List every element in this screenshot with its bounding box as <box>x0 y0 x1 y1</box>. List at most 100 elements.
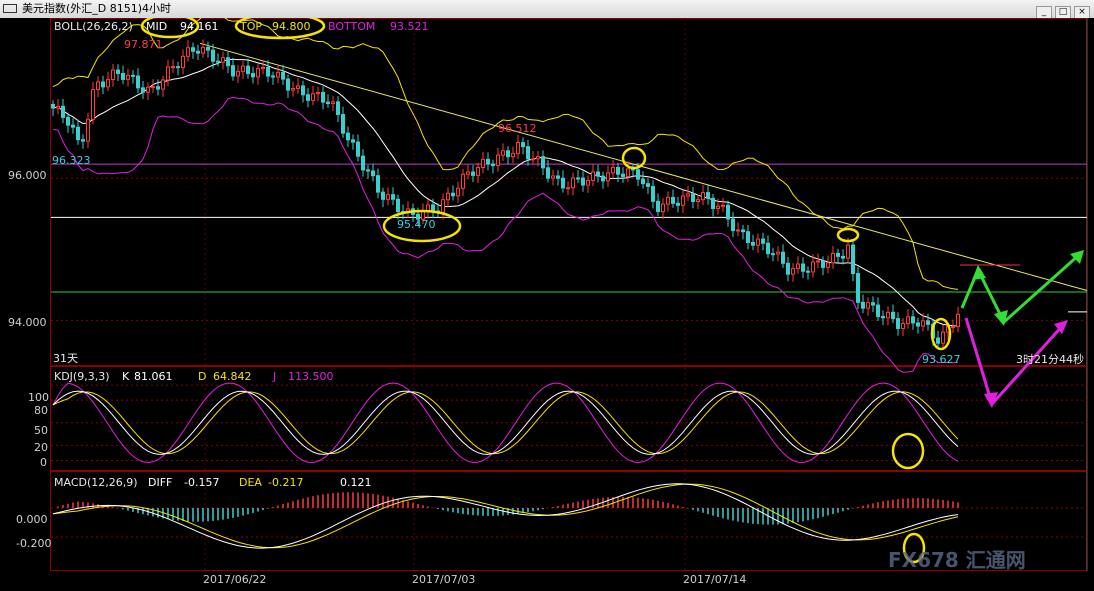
macd-dea-line <box>52 483 959 549</box>
candle-body-161 <box>856 273 860 303</box>
high-label: 97.871 <box>124 38 163 51</box>
highlight-circle-7 <box>902 532 926 564</box>
highlight-circle-5 <box>930 317 952 351</box>
candle-body-180 <box>951 326 955 329</box>
candle-body-45 <box>276 71 280 78</box>
candle-body-60 <box>351 139 355 143</box>
macd-dea-value: -0.217 <box>268 476 303 489</box>
candle-body-93 <box>516 142 520 155</box>
price-y-axis: 96.000 94.000 <box>8 169 47 329</box>
restore-button[interactable]: □ <box>1055 6 1071 20</box>
macd-legend: MACD(12,26,9) DIFF -0.157 DEA -0.217 0.1… <box>54 476 372 489</box>
candle-body-168 <box>891 311 895 320</box>
candle-body-54 <box>321 92 325 103</box>
highlight-circle-2 <box>382 209 462 243</box>
candle-body-73 <box>416 213 420 220</box>
boll-top-value: 94.800 <box>272 20 311 33</box>
boll-top-line <box>52 18 959 290</box>
candle-body-125 <box>676 202 680 206</box>
candle-body-157 <box>836 252 840 257</box>
candle-body-19 <box>146 86 150 93</box>
candle-body-15 <box>126 74 130 80</box>
kdj-y-axis: 100 80 50 20 0 <box>28 391 49 469</box>
candle-body-145 <box>776 251 780 255</box>
candle-body-177 <box>936 337 940 344</box>
kdj-tick-20: 20 <box>34 441 48 454</box>
candle-body-17 <box>136 75 140 89</box>
stock-chart[interactable]: 96.000 94.000 100 80 50 20 0 0.000 -0.20… <box>0 18 1094 591</box>
candle-body-126 <box>681 195 685 206</box>
candle-body-16 <box>131 74 135 77</box>
candle-body-37 <box>236 70 240 77</box>
down-trend-line <box>199 42 1088 292</box>
green-arrowhead-2 <box>994 310 1008 326</box>
boll-mid-line <box>52 58 959 327</box>
magenta-arrowhead-1 <box>984 392 998 408</box>
x-tick-0703: 2017/07/03 <box>412 573 475 586</box>
candle-body-1 <box>56 105 60 109</box>
window-title: 美元指数(外汇_D 8151)4小时 <box>22 2 172 15</box>
candle-body-53 <box>316 92 320 95</box>
candle-body-35 <box>226 57 230 67</box>
candle-body-153 <box>816 260 820 263</box>
candle-body-51 <box>306 94 310 101</box>
candle-body-55 <box>326 101 330 105</box>
candle-body-110 <box>601 175 605 182</box>
left-low-label: 96.323 <box>52 154 91 167</box>
candle-body-112 <box>611 166 615 174</box>
candle-body-172 <box>911 316 915 324</box>
candle-body-163 <box>866 302 870 309</box>
candle-body-76 <box>431 204 435 212</box>
candle-body-41 <box>256 68 260 78</box>
candle-body-91 <box>506 150 510 158</box>
candle-body-124 <box>671 196 675 204</box>
candle-body-108 <box>591 171 595 182</box>
green-arrowhead-1 <box>972 265 986 280</box>
candle-body-81 <box>456 187 460 197</box>
candle-body-46 <box>281 71 285 80</box>
highlight-circle-3 <box>621 146 647 170</box>
candle-body-85 <box>476 166 480 176</box>
candle-body-83 <box>466 171 470 175</box>
candle-body-30 <box>201 46 205 54</box>
candle-body-6 <box>81 139 85 142</box>
candle-body-164 <box>871 302 875 306</box>
candle-body-38 <box>241 65 245 72</box>
candle-body-166 <box>881 316 885 319</box>
candle-body-156 <box>831 252 835 264</box>
candle-body-59 <box>346 132 350 141</box>
candle-body-104 <box>571 177 575 189</box>
candle-body-150 <box>801 263 805 272</box>
candle-body-142 <box>761 238 765 244</box>
candlesticks <box>51 39 960 350</box>
candle-body-167 <box>886 311 890 319</box>
candle-body-130 <box>701 192 705 201</box>
candle-body-40 <box>251 73 255 78</box>
candle-body-89 <box>496 154 500 167</box>
candle-body-18 <box>141 87 145 93</box>
window-controls: _ □ × <box>1033 2 1090 20</box>
candle-body-58 <box>341 114 345 134</box>
boll-legend-title: BOLL(26,26,2) <box>54 20 133 33</box>
candle-body-8 <box>91 89 95 120</box>
candle-body-160 <box>851 244 855 275</box>
candle-body-136 <box>731 218 735 232</box>
candle-body-21 <box>156 86 160 90</box>
candle-body-20 <box>151 86 155 89</box>
watermark: FX678 汇通网 <box>888 548 1026 572</box>
candle-body-154 <box>821 260 825 268</box>
candle-body-3 <box>66 116 70 126</box>
candle-body-2 <box>61 105 65 118</box>
candle-body-80 <box>451 192 455 197</box>
highlight-circle-4 <box>836 227 860 243</box>
candle-body-82 <box>461 173 465 189</box>
candle-body-36 <box>231 65 235 77</box>
candle-body-57 <box>336 101 340 116</box>
candle-body-27 <box>186 47 190 57</box>
swing-low-label: 95.470 <box>397 218 436 231</box>
candle-body-134 <box>721 204 725 207</box>
green-arrowhead-3 <box>1070 250 1084 264</box>
candle-body-87 <box>486 158 490 165</box>
candle-body-169 <box>896 318 900 329</box>
candle-body-148 <box>791 268 795 275</box>
